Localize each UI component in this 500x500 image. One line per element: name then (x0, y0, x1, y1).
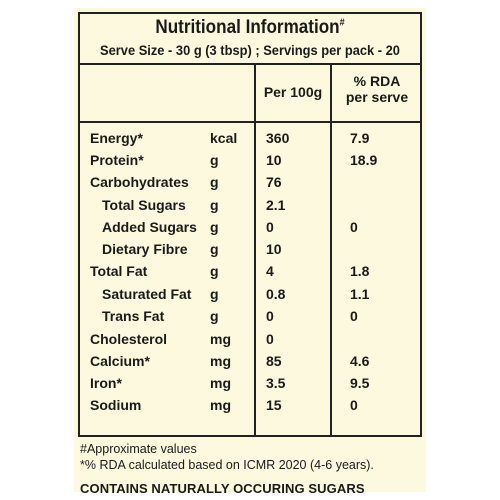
nutrient-per100: 0 (266, 219, 274, 235)
nutrient-rda: 0 (350, 397, 358, 413)
nutrient-per100: 2.1 (266, 197, 286, 213)
nutrient-per100: 360 (266, 130, 290, 146)
footnotes: #Approximate values *% RDA calculated ba… (80, 441, 374, 473)
nutrient-unit: g (210, 241, 219, 257)
footnote-rda: *% RDA calculated based on ICMR 2020 (4-… (80, 458, 374, 472)
nutrient-row: Iron* mg 3.5 9.5 (80, 372, 420, 394)
nutrient-unit: g (210, 174, 219, 190)
footnote-approximate: #Approximate values (80, 442, 197, 456)
nutrient-row: Sodium mg 15 0 (80, 394, 420, 416)
nutrient-unit: g (210, 308, 219, 324)
nutrient-name: Sodium (90, 397, 142, 413)
nutrient-name: Carbohydrates (90, 174, 189, 190)
nutrient-name: Cholesterol (90, 331, 168, 347)
divider-top (80, 63, 420, 65)
serve-size-line: Serve Size - 30 g (3 tbsp) ; Servings pe… (100, 42, 400, 58)
nutrient-unit: mg (210, 375, 231, 391)
nutrient-rda: 18.9 (350, 152, 378, 168)
nutrient-unit: g (210, 152, 219, 168)
header-rda-line1: % RDA (353, 73, 401, 89)
header-per100: Per 100g (263, 84, 323, 100)
nutrient-unit: mg (210, 397, 231, 413)
header-rda: % RDA per serve (332, 73, 422, 105)
nutrient-name: Added Sugars (102, 219, 197, 235)
nutrient-per100: 10 (266, 241, 282, 257)
nutrient-name: Energy* (90, 130, 143, 146)
nutrient-per100: 85 (266, 353, 282, 369)
nutrient-row: Total Sugars g 2.1 (80, 194, 420, 216)
nutrient-name: Trans Fat (102, 308, 165, 324)
nutrient-name: Calcium* (90, 353, 150, 369)
nutrition-title: Nutritional Information# (97, 17, 403, 39)
nutrient-unit: g (210, 197, 219, 213)
divider-header (80, 121, 420, 123)
nutrient-row: Total Fat g 4 1.8 (80, 260, 420, 282)
nutrition-table: Nutritional Information# Serve Size - 30… (78, 12, 422, 437)
sugar-claim: CONTAINS NATURALLY OCCURING SUGARS (80, 481, 365, 496)
nutrient-rda: 0 (350, 308, 358, 324)
title-mark: # (339, 17, 345, 29)
nutrient-rda: 9.5 (350, 375, 370, 391)
nutrient-rda: 0 (350, 219, 358, 235)
nutrient-row: Added Sugars g 0 0 (80, 216, 420, 238)
nutrient-unit: kcal (210, 130, 238, 146)
nutrient-unit: g (210, 286, 219, 302)
nutrient-row: Trans Fat g 0 0 (80, 305, 420, 327)
nutrient-name: Dietary Fibre (102, 241, 188, 257)
nutrient-row: Carbohydrates g 76 (80, 171, 420, 193)
nutrient-name: Total Fat (90, 263, 148, 279)
nutrient-per100: 15 (266, 397, 282, 413)
nutrient-rda: 1.8 (350, 263, 370, 279)
nutrient-per100: 3.5 (266, 375, 286, 391)
nutrient-per100: 76 (266, 174, 282, 190)
nutrient-unit: g (210, 219, 219, 235)
nutrient-unit: mg (210, 331, 231, 347)
nutrient-row: Saturated Fat g 0.8 1.1 (80, 283, 420, 305)
label-background (74, 8, 426, 492)
nutrient-name: Saturated Fat (102, 286, 192, 302)
nutrient-name: Iron* (90, 375, 122, 391)
nutrient-row: Dietary Fibre g 10 (80, 238, 420, 260)
nutrient-rda: 4.6 (350, 353, 370, 369)
nutrient-rda: 1.1 (350, 286, 370, 302)
title-text: Nutritional Information (155, 17, 340, 38)
nutrient-row: Cholesterol mg 0 (80, 328, 420, 350)
header-rda-line2: per serve (345, 89, 409, 105)
nutrient-per100: 0.8 (266, 286, 286, 302)
nutrient-rda: 7.9 (350, 130, 370, 146)
nutrient-per100: 0 (266, 308, 274, 324)
nutrient-row: Energy* kcal 360 7.9 (80, 127, 420, 149)
nutrient-per100: 10 (266, 152, 282, 168)
nutrient-per100: 0 (266, 331, 274, 347)
nutrient-per100: 4 (266, 263, 274, 279)
nutrient-row: Protein* g 10 18.9 (80, 149, 420, 171)
nutrient-name: Total Sugars (102, 197, 186, 213)
divider-col-per100 (254, 63, 256, 435)
nutrient-row: Calcium* mg 85 4.6 (80, 350, 420, 372)
nutrient-unit: mg (210, 353, 231, 369)
nutrient-name: Protein* (90, 152, 144, 168)
divider-col-rda (330, 63, 332, 435)
nutrient-unit: g (210, 263, 219, 279)
